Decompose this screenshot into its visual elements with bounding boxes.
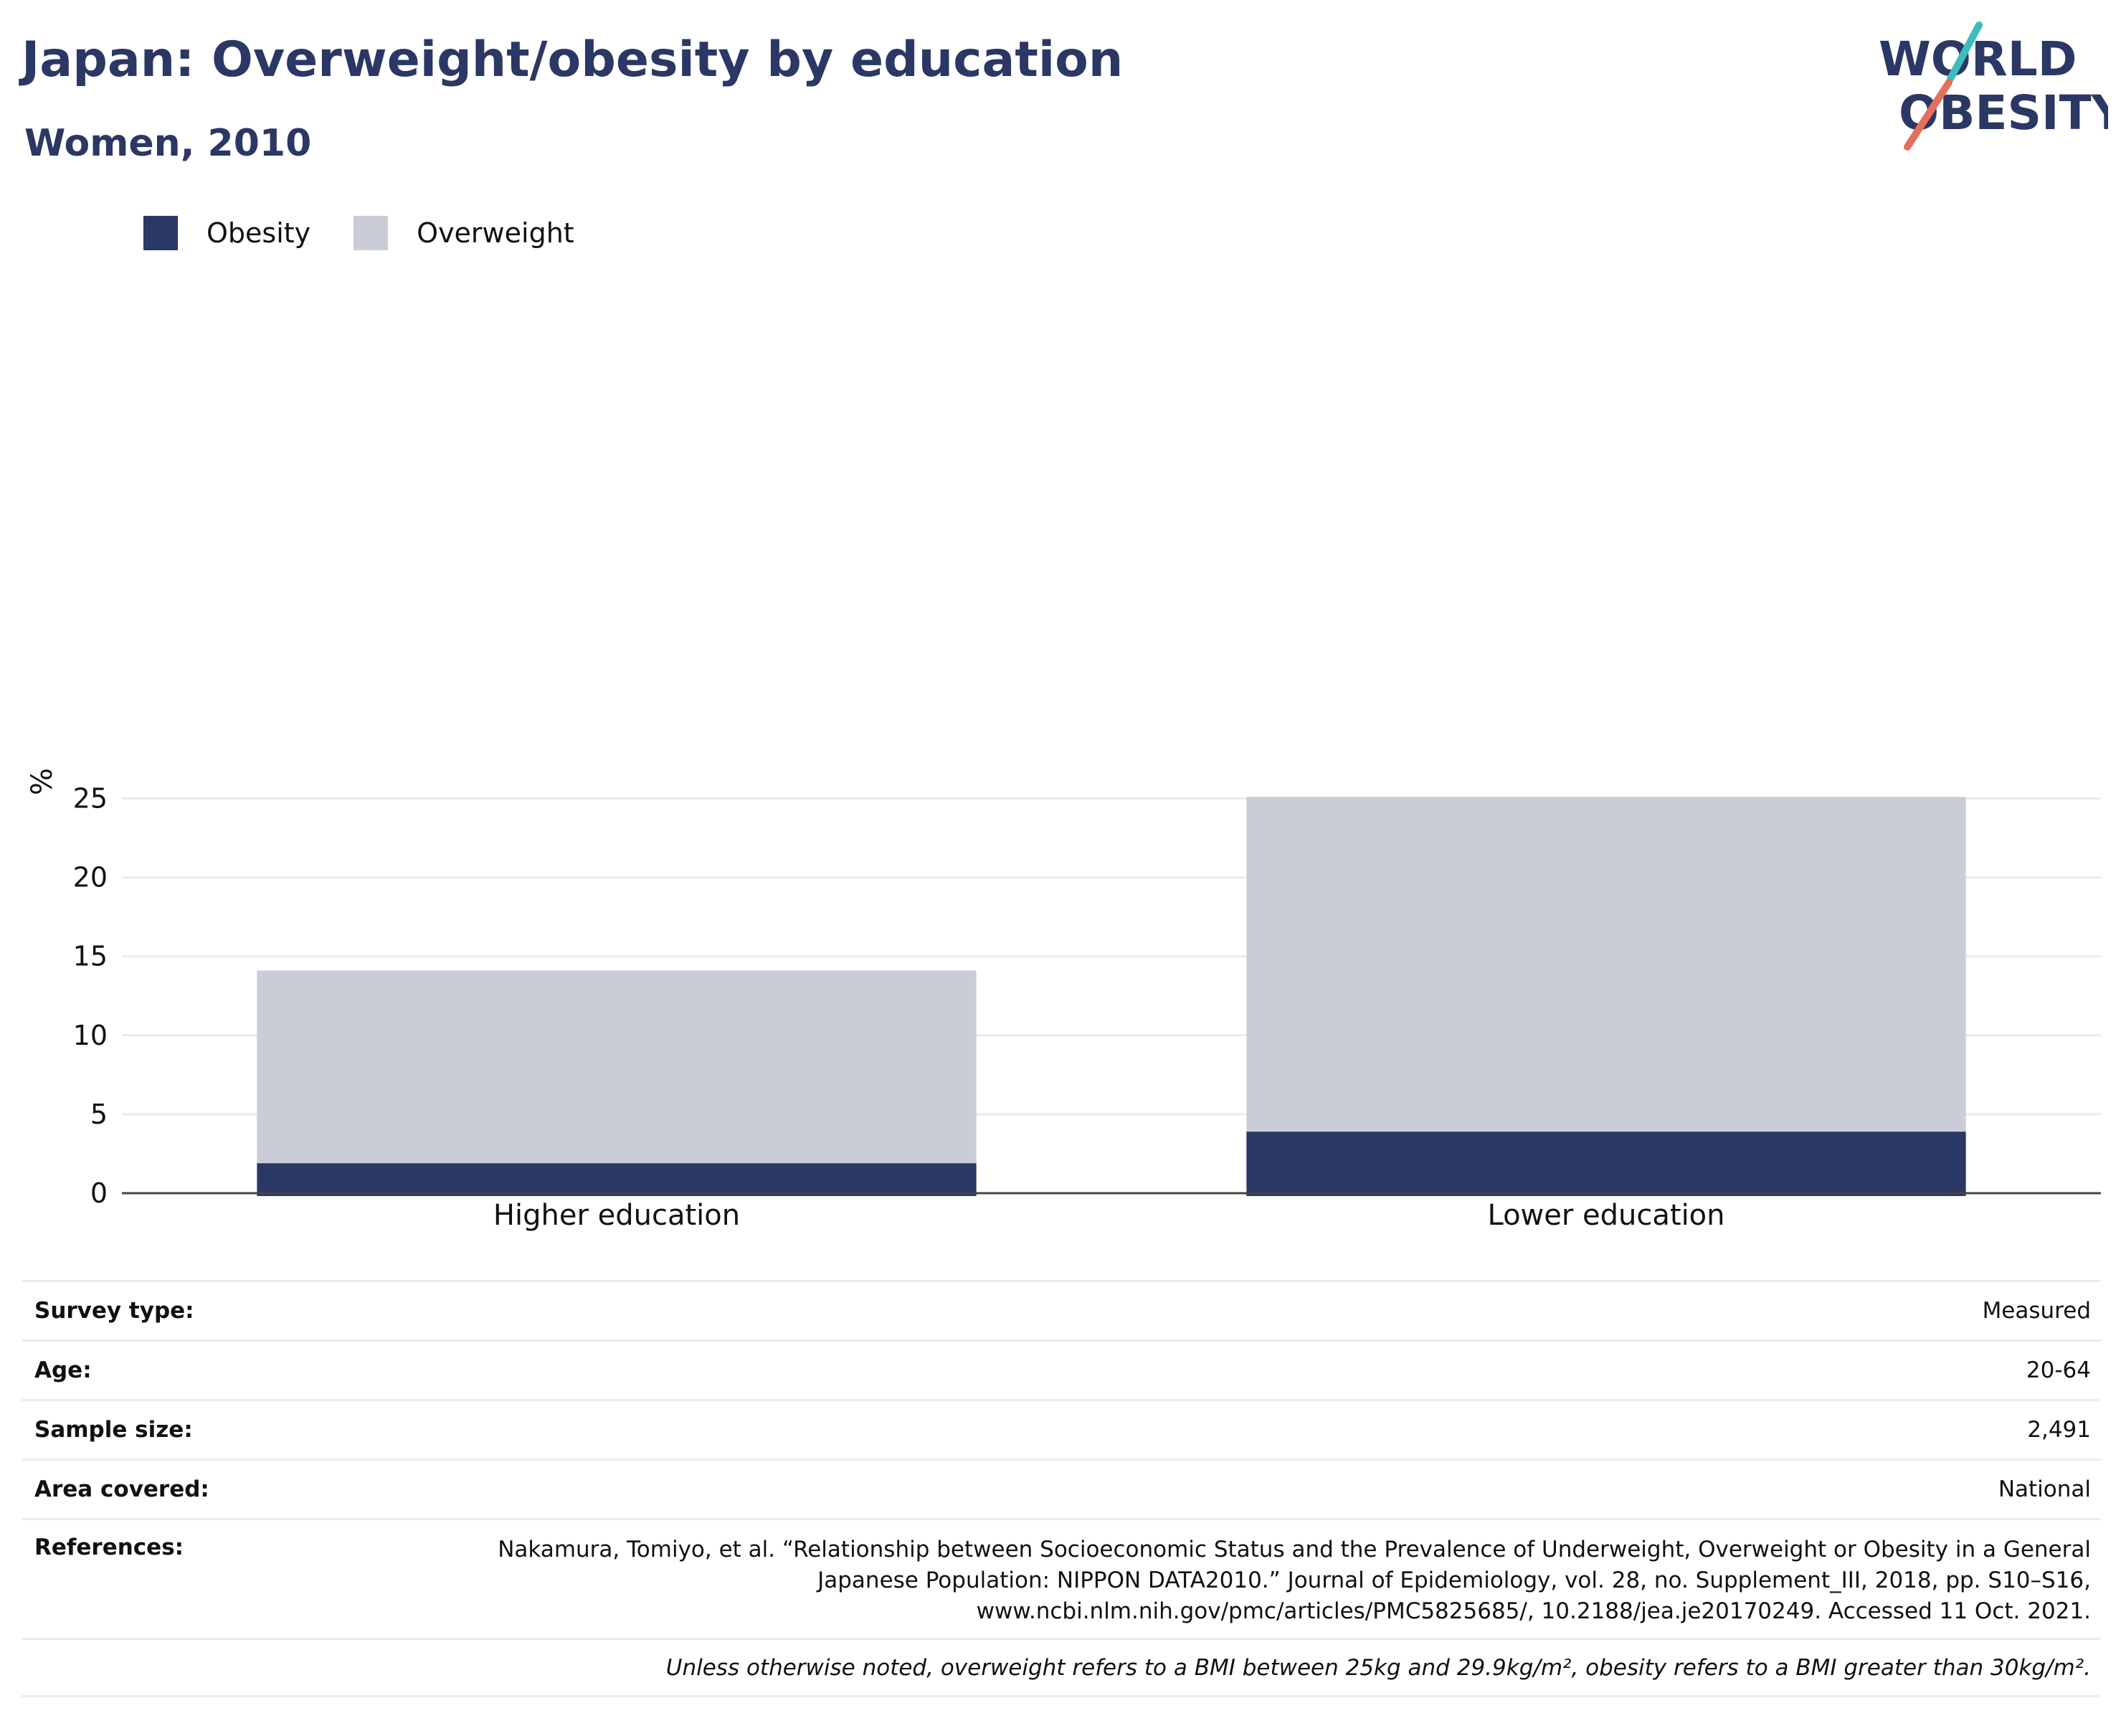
legend-swatch-obesity: [143, 216, 178, 250]
meta-label-sample-size: Sample size:: [34, 1417, 193, 1443]
y-tick-label-5: 5: [90, 1099, 108, 1130]
y-tick-label-15: 15: [73, 941, 108, 972]
meta-label-area-covered: Area covered:: [34, 1476, 209, 1502]
y-tick-label-20: 20: [73, 862, 108, 893]
bar-overweight-1: [257, 970, 977, 1164]
meta-row-area-covered: Area covered: National: [22, 1458, 2101, 1518]
bar-overweight-2: [1246, 797, 1966, 1132]
y-tick-label-10: 10: [73, 1020, 108, 1051]
y-tick-label-0: 0: [90, 1177, 108, 1209]
meta-label-references: References:: [34, 1535, 184, 1560]
meta-row-age: Age: 20-64: [22, 1339, 2101, 1399]
logo-slash-coral: [1904, 79, 1952, 151]
logo-slash-teal: [1947, 22, 1983, 82]
legend-label-overweight: Overweight: [417, 217, 574, 249]
x-tick-label-1: Higher education: [493, 1199, 740, 1232]
bar-obesity-1: [257, 1163, 977, 1196]
chart-legend: Obesity Overweight: [143, 215, 617, 251]
bar-obesity-2: [1246, 1132, 1966, 1196]
meta-value-references: Nakamura, Tomiyo, et al. “Relationship b…: [498, 1537, 2091, 1624]
world-obesity-logo: WORLD OBESITY: [1879, 22, 2108, 151]
logo-text-world: WORLD: [1879, 32, 2077, 87]
chart-subtitle: Women, 2010: [24, 122, 312, 165]
meta-row-survey-type: Survey type: Measured: [22, 1280, 2101, 1339]
chart-title: Japan: Overweight/obesity by education: [22, 32, 1124, 88]
legend-swatch-overweight: [354, 216, 389, 250]
definition-footnote: Unless otherwise noted, overweight refer…: [22, 1638, 2101, 1697]
bar-chart: 0 5 10 15 20 25% Higher education Lower educati…: [26, 768, 2101, 1232]
meta-value-age: 20-64: [2026, 1357, 2091, 1383]
meta-label-age: Age:: [34, 1357, 92, 1383]
x-tick-label-2: Lower education: [1487, 1199, 1724, 1232]
legend-item-obesity[interactable]: Obesity: [143, 216, 310, 250]
y-tick-label-25: 25: [73, 783, 108, 815]
meta-value-survey-type: Measured: [1982, 1298, 2091, 1324]
meta-value-area-covered: National: [1998, 1476, 2091, 1502]
meta-row-references: References: Nakamura, Tomiyo, et al. “Re…: [22, 1518, 2101, 1638]
meta-row-sample-size: Sample size: 2,491: [22, 1399, 2101, 1458]
footnote-text: Unless otherwise noted, overweight refer…: [665, 1654, 2091, 1681]
legend-label-obesity: Obesity: [207, 217, 311, 249]
y-axis-title: %: [26, 768, 59, 795]
survey-details-table: Survey type: Measured Age: 20-64 Sample …: [22, 1280, 2101, 1697]
legend-item-overweight[interactable]: Overweight: [354, 216, 574, 250]
meta-value-sample-size: 2,491: [2027, 1417, 2091, 1443]
meta-label-survey-type: Survey type:: [34, 1298, 194, 1324]
logo-text-obesity: OBESITY: [1899, 85, 2108, 141]
